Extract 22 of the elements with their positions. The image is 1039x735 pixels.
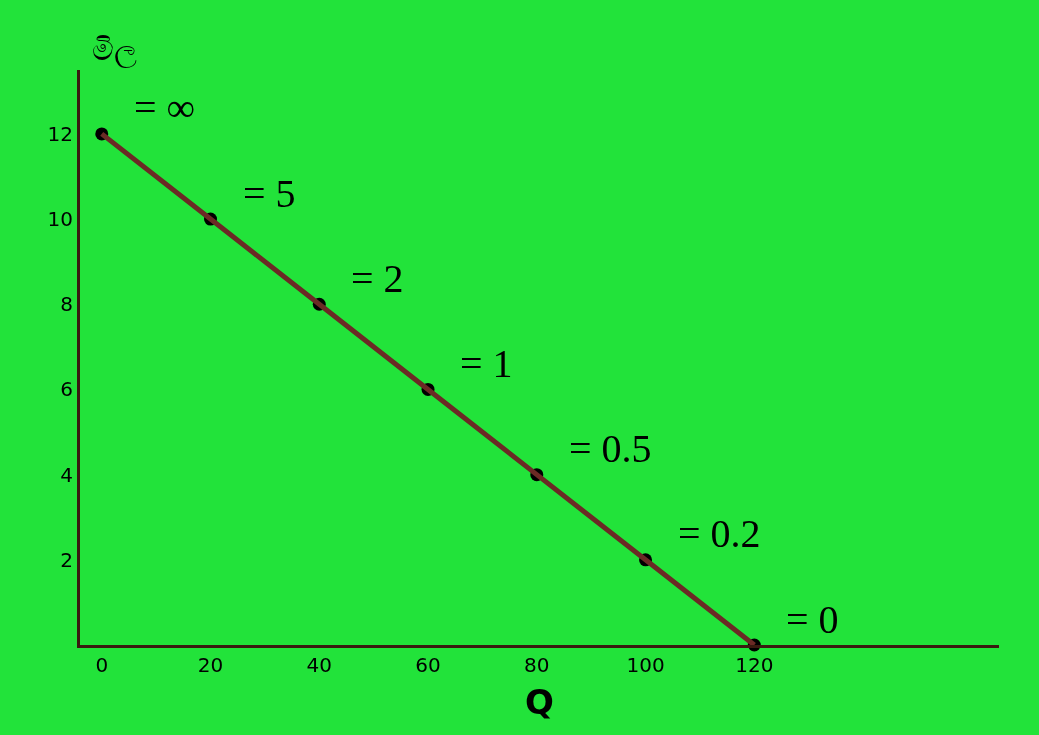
x-axis-title: Q xyxy=(525,682,554,723)
x-tick-label: 0 xyxy=(95,653,109,677)
x-tick-label: 40 xyxy=(306,653,332,677)
annotation: = 0.2 xyxy=(678,511,761,556)
y-tick-label: 2 xyxy=(60,547,73,572)
x-tick-label: 20 xyxy=(197,653,224,677)
y-tick-label: 6 xyxy=(60,377,73,402)
annotation: = 0 xyxy=(786,597,839,642)
x-tick-label: 120 xyxy=(735,653,774,677)
y-axis-title: මිල xyxy=(92,32,137,68)
y-tick-label: 12 xyxy=(47,121,73,146)
y-tick-label: 4 xyxy=(60,462,73,487)
annotation: = 5 xyxy=(243,171,296,216)
annotation: = 2 xyxy=(351,256,404,301)
annotation: = ∞ xyxy=(134,85,196,130)
x-tick-label: 80 xyxy=(524,653,550,677)
y-tick-label: 10 xyxy=(47,207,73,232)
annotation: = 1 xyxy=(460,341,513,386)
x-tick-label: 100 xyxy=(626,653,665,677)
x-tick-label: 60 xyxy=(415,653,441,677)
annotation: = 0.5 xyxy=(569,426,652,471)
y-tick-label: 8 xyxy=(60,292,73,317)
